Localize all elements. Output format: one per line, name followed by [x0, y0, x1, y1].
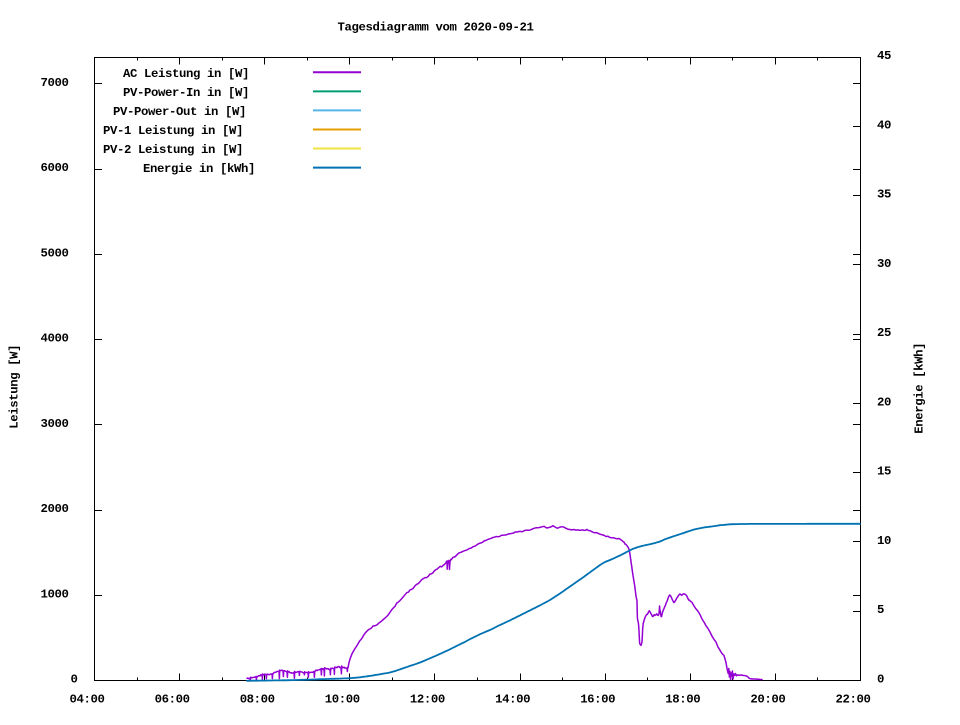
svg-text:16:00: 16:00	[580, 692, 615, 706]
svg-text:18:00: 18:00	[665, 692, 700, 706]
svg-text:14:00: 14:00	[495, 692, 530, 706]
svg-text:04:00: 04:00	[70, 692, 105, 706]
svg-text:10:00: 10:00	[325, 692, 360, 706]
svg-text:12:00: 12:00	[410, 692, 445, 706]
svg-text:Energie [kWh]: Energie [kWh]	[913, 343, 927, 434]
svg-text:4000: 4000	[41, 332, 69, 346]
svg-text:08:00: 08:00	[240, 692, 275, 706]
svg-text:06:00: 06:00	[155, 692, 190, 706]
svg-text:PV-1 Leistung in [W]: PV-1 Leistung in [W]	[103, 124, 243, 138]
svg-text:25: 25	[877, 326, 891, 340]
svg-text:5000: 5000	[41, 246, 69, 260]
svg-text:0: 0	[71, 673, 78, 687]
svg-text:45: 45	[877, 49, 891, 63]
svg-text:Leistung [W]: Leistung [W]	[7, 345, 21, 429]
svg-text:10: 10	[877, 534, 891, 548]
svg-text:PV-2 Leistung in [W]: PV-2 Leistung in [W]	[103, 143, 243, 157]
svg-text:22:00: 22:00	[836, 692, 871, 706]
svg-text:PV-Power-Out in [W]: PV-Power-Out in [W]	[113, 105, 246, 119]
svg-text:35: 35	[877, 188, 891, 202]
svg-text:0: 0	[877, 673, 884, 687]
svg-text:6000: 6000	[41, 161, 69, 175]
svg-text:15: 15	[877, 465, 891, 479]
svg-text:5: 5	[877, 603, 884, 617]
svg-text:40: 40	[877, 118, 891, 132]
svg-text:3000: 3000	[41, 417, 69, 431]
svg-text:1000: 1000	[41, 587, 69, 601]
svg-text:7000: 7000	[41, 76, 69, 90]
svg-text:PV-Power-In in [W]: PV-Power-In in [W]	[123, 86, 249, 100]
svg-text:20: 20	[877, 395, 891, 409]
svg-text:20:00: 20:00	[750, 692, 785, 706]
svg-text:Tagesdiagramm vom 2020-09-21: Tagesdiagramm vom 2020-09-21	[338, 20, 534, 34]
svg-text:2000: 2000	[41, 502, 69, 516]
svg-text:Energie in [kWh]: Energie in [kWh]	[143, 162, 255, 176]
svg-text:30: 30	[877, 257, 891, 271]
svg-text:AC Leistung in [W]: AC Leistung in [W]	[123, 67, 249, 81]
